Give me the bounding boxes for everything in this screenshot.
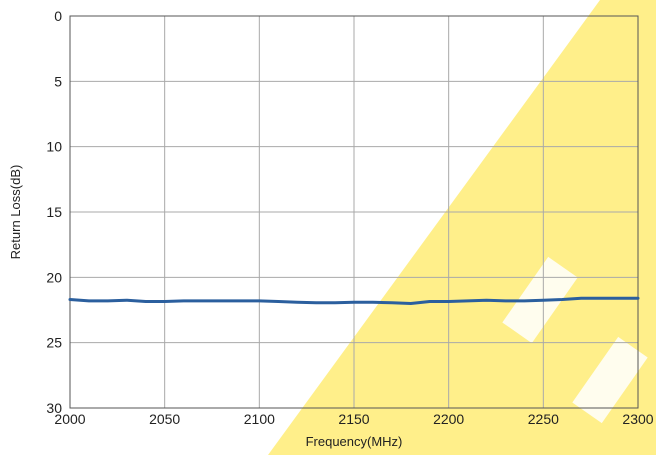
watermark-overlay: [268, 0, 656, 455]
watermark-band: [268, 0, 656, 455]
watermark-glyph-1: [572, 336, 648, 424]
y-tick-label: 15: [46, 204, 62, 220]
x-tick-label: 2300: [622, 411, 653, 427]
x-tick-label: 2050: [149, 411, 180, 427]
y-tick-labels: 0 5 10 15 20 25 30: [46, 8, 62, 416]
y-axis-label: Return Loss(dB): [8, 165, 23, 260]
x-axis-label: Frequency(MHz): [306, 434, 403, 449]
y-tick-label: 25: [46, 335, 62, 351]
x-tick-label: 2250: [528, 411, 559, 427]
y-tick-label: 5: [54, 73, 62, 89]
plot-frame: [69, 15, 639, 409]
y-tick-label: 30: [46, 400, 62, 416]
series-line-0: [68, 296, 640, 305]
series-layer: [68, 296, 640, 305]
y-tick-label: 10: [46, 139, 62, 155]
x-tick-label: 2000: [54, 411, 85, 427]
x-tick-labels: 2000 2050 2100 2150 2200 2250 2300: [54, 411, 653, 427]
y-tick-label: 20: [46, 269, 62, 285]
x-tick-label: 2150: [338, 411, 369, 427]
x-tick-label: 2100: [244, 411, 275, 427]
y-tick-label: 0: [54, 8, 62, 24]
x-tick-label: 2200: [433, 411, 464, 427]
